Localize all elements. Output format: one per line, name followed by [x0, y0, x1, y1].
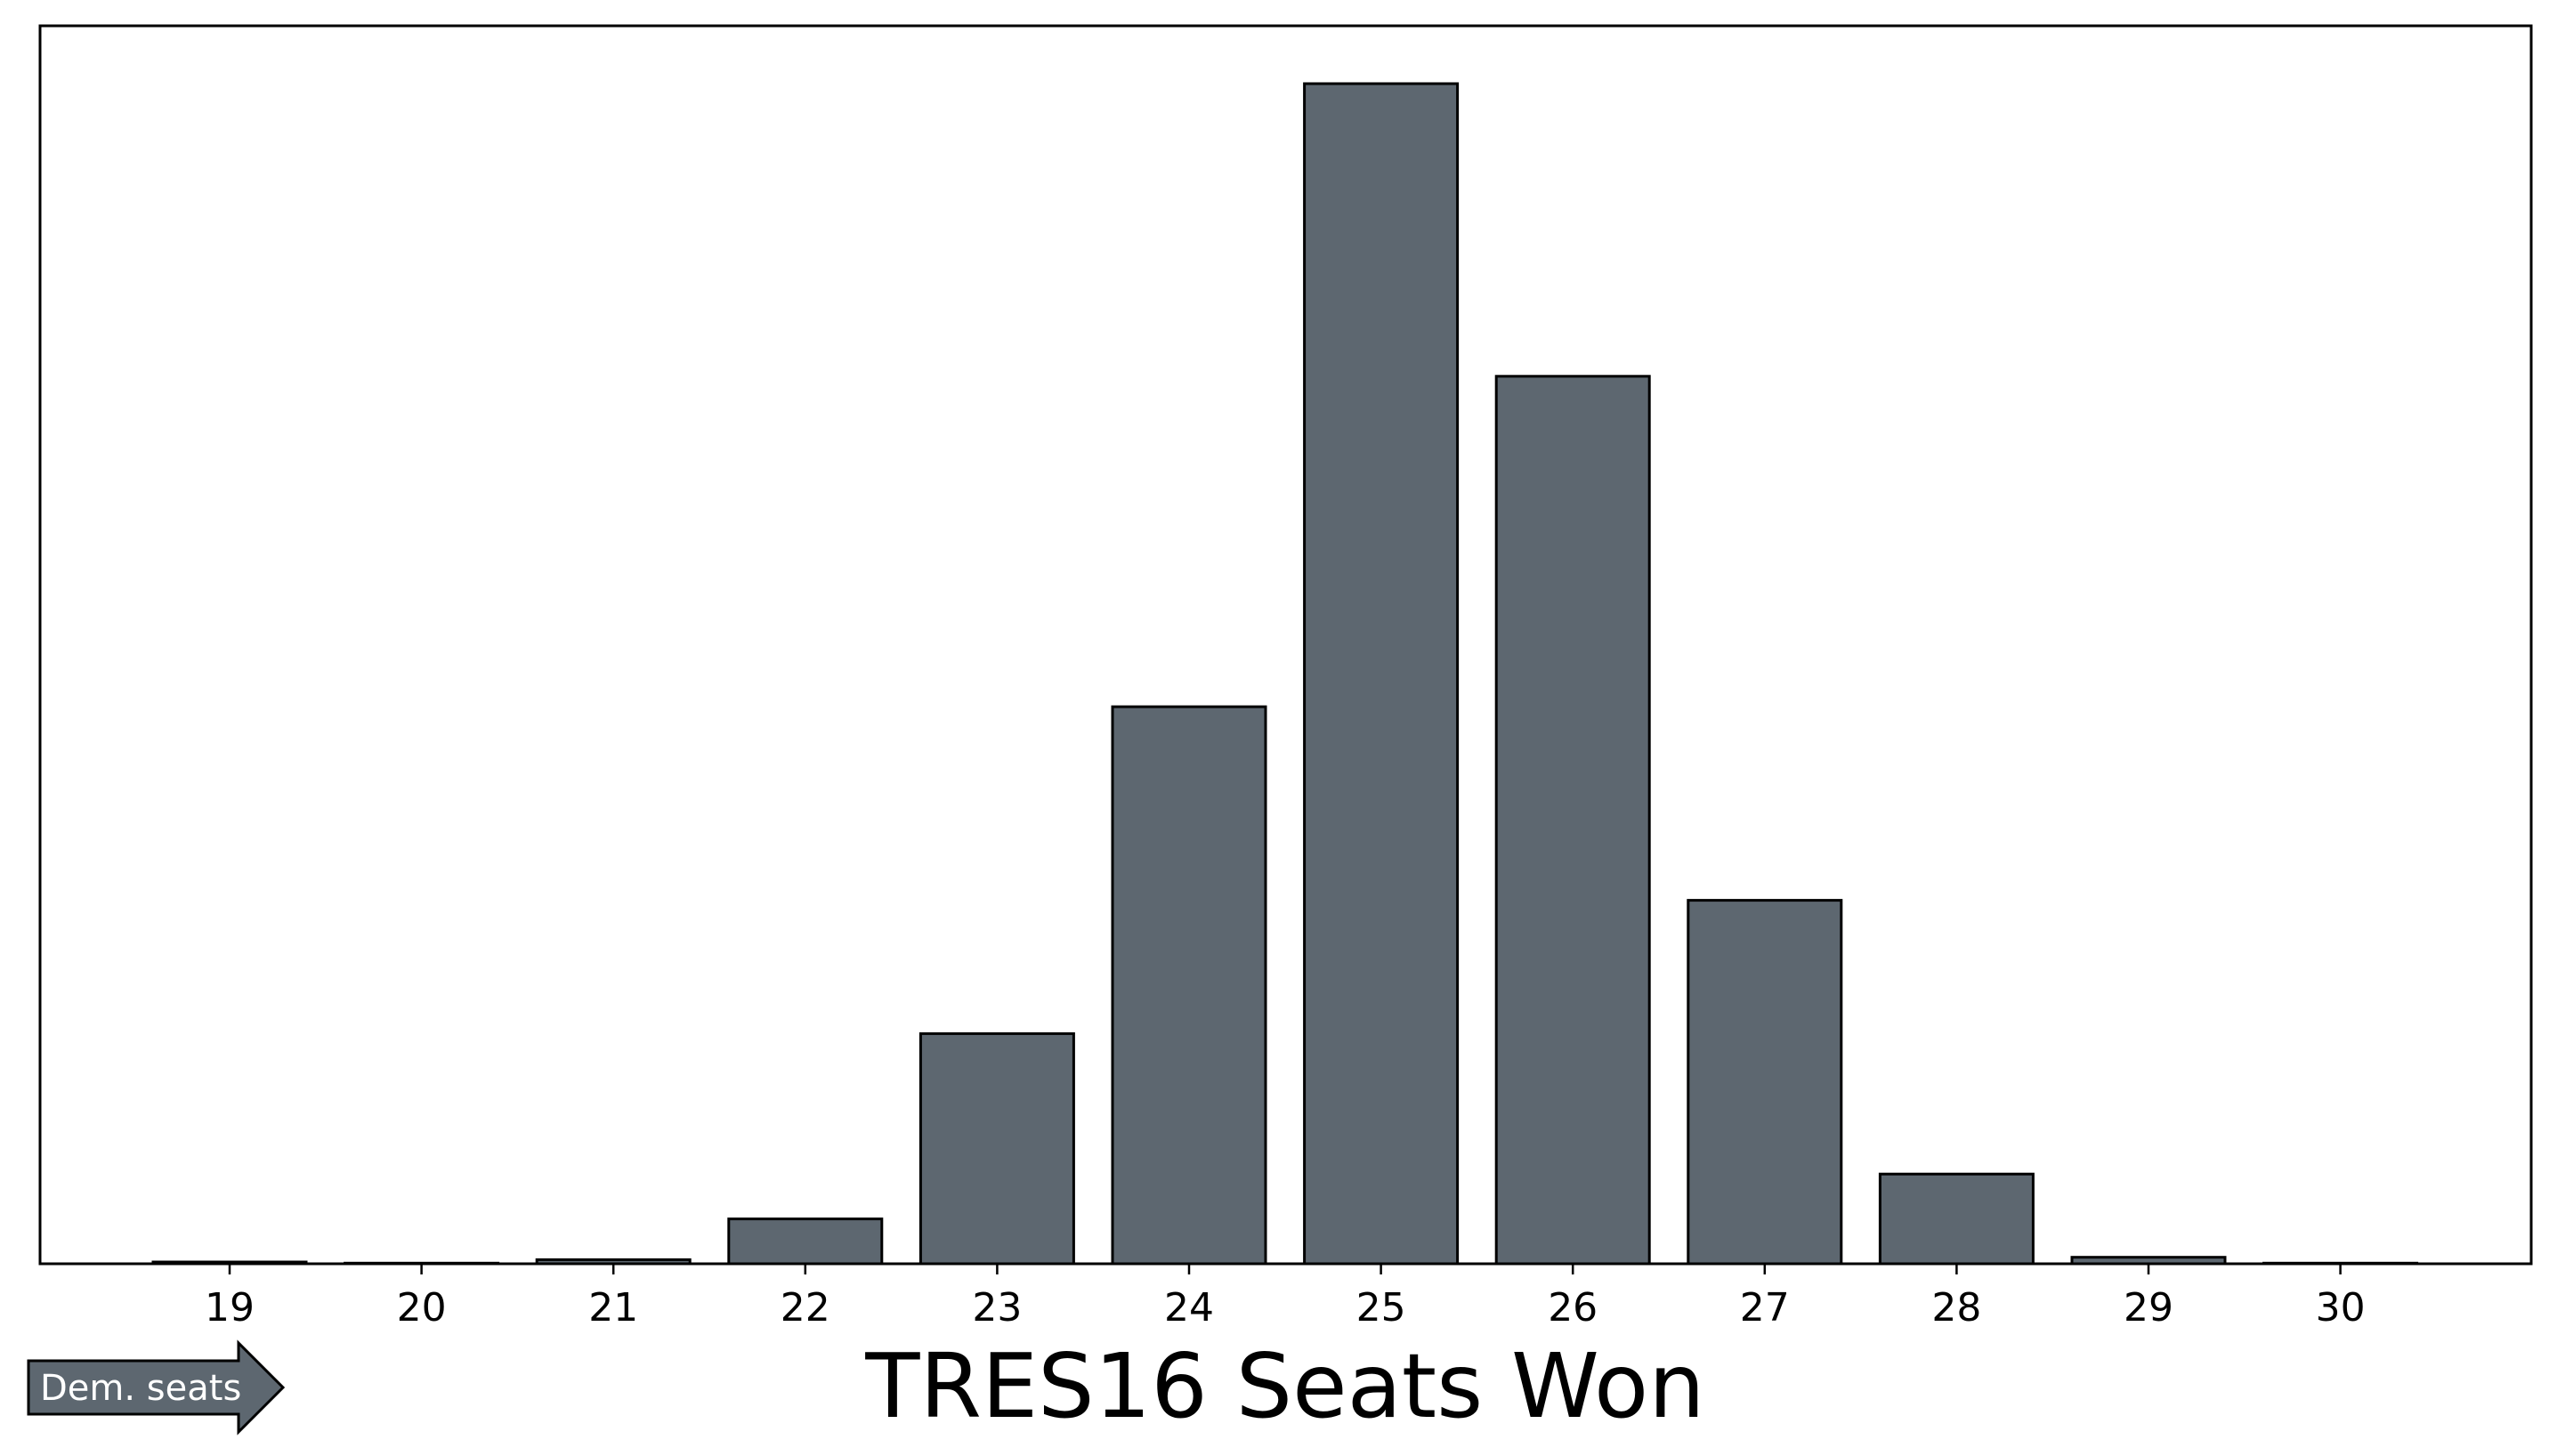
- x-tick-label: 30: [2316, 1285, 2366, 1331]
- x-tick-label: 26: [1548, 1285, 1598, 1331]
- x-tick-label: 19: [205, 1285, 255, 1331]
- x-tick-label: 21: [588, 1285, 638, 1331]
- x-tick-label: 28: [1931, 1285, 1981, 1331]
- dem-seats-arrow: Dem. seats: [27, 1339, 286, 1436]
- x-tick-label: 20: [397, 1285, 447, 1331]
- x-tick-label: 27: [1740, 1285, 1790, 1331]
- bar-25: [1303, 82, 1460, 1266]
- x-tick-label: 23: [972, 1285, 1022, 1331]
- arrow-icon: [27, 1339, 286, 1436]
- axes-frame: [38, 24, 2533, 1266]
- bars-group: [151, 82, 2419, 1266]
- arrow-label: Dem. seats: [40, 1368, 241, 1409]
- bar-27: [1687, 899, 1843, 1266]
- x-tick-label: 22: [781, 1285, 830, 1331]
- bar-22: [727, 1217, 884, 1266]
- chart-title: TRES16 Seats Won: [864, 1334, 1704, 1438]
- bar-24: [1111, 705, 1267, 1266]
- bar-28: [1878, 1172, 2035, 1266]
- x-tick-label: 29: [2124, 1285, 2173, 1331]
- bar-26: [1494, 375, 1651, 1266]
- x-ticks-group: 19 20 21 22 23 24 25 26 27 28 29 30: [205, 1264, 2366, 1331]
- bar-23: [918, 1031, 1075, 1266]
- x-tick-label: 24: [1164, 1285, 1214, 1331]
- x-tick-label: 25: [1356, 1285, 1406, 1331]
